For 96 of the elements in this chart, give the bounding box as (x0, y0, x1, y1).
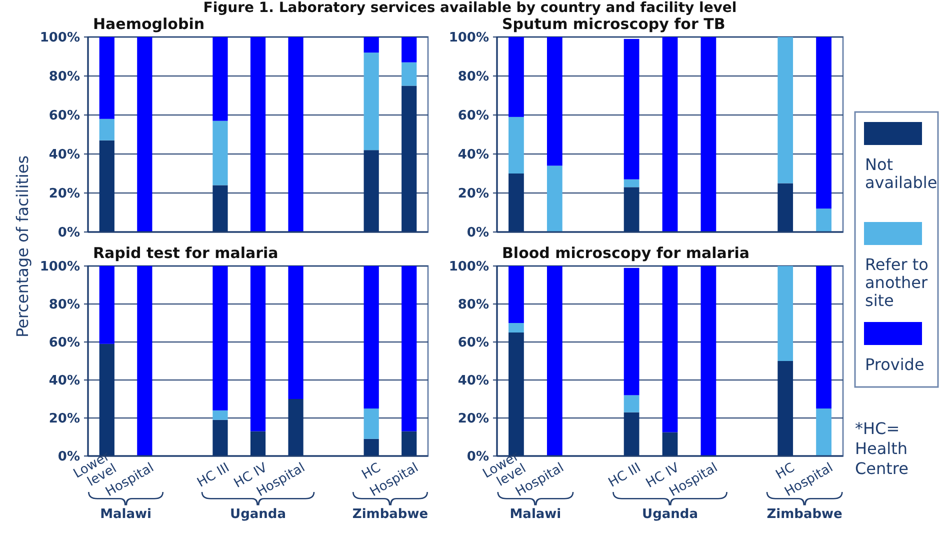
bar (212, 37, 228, 121)
bar (212, 185, 228, 232)
bar (364, 266, 379, 408)
bar (508, 323, 524, 332)
bar (624, 395, 640, 412)
bar (546, 166, 562, 232)
bar (816, 37, 832, 209)
bar (508, 116, 524, 174)
y-tick-label: 40% (48, 148, 80, 163)
bar (250, 37, 266, 232)
bar (402, 37, 417, 62)
y-tick-label: 100% (40, 260, 80, 275)
bar (364, 408, 379, 439)
chart-title: Sputum microscopy for TB (502, 15, 726, 33)
y-tick-label: 80% (48, 298, 80, 313)
y-tick-label: 0% (58, 226, 80, 241)
bar (288, 399, 304, 456)
bar (816, 208, 832, 232)
bar (624, 38, 640, 180)
y-tick-label: 20% (458, 186, 489, 202)
bar (546, 266, 562, 456)
bar (546, 37, 562, 166)
chart-title: Rapid test for malaria (93, 244, 278, 262)
bar (700, 266, 716, 456)
legend-label: Refer to another site (865, 255, 928, 310)
y-tick-label: 40% (458, 148, 489, 163)
bar (137, 37, 152, 232)
bar (288, 37, 304, 232)
y-tick-label: 40% (48, 374, 80, 389)
bar (402, 86, 417, 232)
text: Malawi (510, 507, 562, 522)
y-tick-label: 20% (48, 186, 80, 202)
bar (624, 412, 640, 456)
y-tick-label: 0% (466, 226, 489, 241)
text: Zimbabwe (766, 507, 843, 522)
y-tick-label: 60% (48, 336, 80, 351)
bar (402, 266, 417, 432)
bar (624, 179, 640, 188)
bar (662, 266, 678, 432)
y-tick-label: 20% (48, 412, 80, 427)
bar (624, 268, 640, 396)
text: *HC= Health Centre (855, 419, 908, 478)
y-tick-label: 60% (48, 108, 80, 124)
y-tick-label: 80% (48, 70, 80, 85)
bar (508, 174, 524, 232)
bar (402, 431, 417, 456)
bar (508, 37, 524, 117)
bar (137, 266, 152, 456)
bar (508, 266, 524, 323)
bar (402, 62, 417, 86)
bar (288, 266, 304, 399)
bar (778, 37, 794, 184)
text: Zimbabwe (352, 507, 428, 522)
y-tick-label: 20% (458, 412, 489, 427)
caption: Figure 1. Laboratory services available by country and facility level (203, 0, 737, 16)
bar (212, 410, 228, 420)
y-tick-label: 100% (448, 30, 489, 46)
bar (99, 266, 114, 344)
y-tick-label: 80% (458, 298, 489, 313)
y-tick-label: 60% (458, 108, 489, 124)
bar (212, 120, 228, 186)
chart-title: Blood microscopy for malaria (502, 244, 750, 262)
bar (816, 408, 832, 456)
bar (364, 52, 379, 150)
legend-label: Provide (865, 355, 924, 374)
bar (99, 140, 114, 232)
bar (364, 37, 379, 53)
bar (250, 266, 266, 432)
bar (662, 432, 678, 456)
text: Uganda (642, 507, 698, 522)
bar (364, 150, 379, 232)
bar (250, 431, 266, 456)
chart-title: Haemoglobin (93, 15, 205, 33)
bar (662, 37, 678, 232)
bar (778, 266, 794, 361)
bar (624, 187, 640, 232)
y-tick-label: 100% (40, 30, 80, 46)
bar (212, 420, 228, 456)
y-axis-title: Percentage of facilities (13, 155, 32, 338)
legend-label: Not available (865, 155, 938, 192)
text: Uganda (230, 507, 286, 522)
bar (212, 266, 228, 410)
bar (99, 37, 114, 119)
x-tick-label: HC III (194, 460, 232, 491)
y-tick-label: 40% (458, 374, 489, 389)
bar (99, 118, 114, 140)
bar (816, 266, 832, 408)
bar (364, 438, 379, 456)
bar (778, 183, 794, 232)
x-tick-label: HC III (606, 460, 644, 491)
y-tick-label: 100% (448, 260, 489, 275)
y-tick-label: 80% (458, 70, 489, 85)
text: Malawi (100, 507, 152, 522)
bar (700, 37, 716, 232)
bar (778, 361, 794, 456)
y-tick-label: 60% (458, 336, 489, 351)
